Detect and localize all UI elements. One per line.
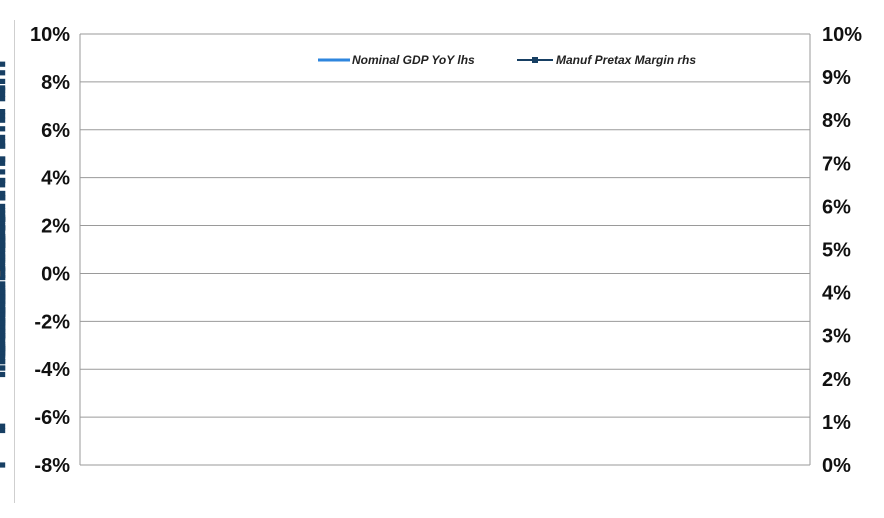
left-tick-label: 8% xyxy=(41,72,70,94)
data-point-manuf-margin xyxy=(0,281,5,286)
right-tick-label: 8% xyxy=(822,110,851,132)
data-point-manuf-margin xyxy=(0,85,5,90)
data-point-manuf-margin xyxy=(0,135,5,140)
series-layer xyxy=(0,34,5,468)
data-point-manuf-margin xyxy=(0,462,5,467)
left-tick-label: 6% xyxy=(41,120,70,142)
right-tick-label: 5% xyxy=(822,240,851,262)
data-point-manuf-margin xyxy=(0,178,5,183)
left-tick-label: -6% xyxy=(34,407,70,429)
data-point-manuf-margin xyxy=(0,346,5,351)
right-tick-label: 0% xyxy=(822,455,851,477)
data-point-manuf-margin xyxy=(0,238,5,243)
right-tick-label: 1% xyxy=(822,412,851,434)
data-point-manuf-margin xyxy=(0,260,5,265)
data-point-manuf-margin xyxy=(0,70,5,75)
data-point-manuf-margin xyxy=(0,92,5,97)
data-point-manuf-margin xyxy=(0,253,5,258)
data-point-manuf-margin xyxy=(0,62,5,67)
left-tick-label: 0% xyxy=(41,263,70,285)
data-point-manuf-margin xyxy=(0,79,5,84)
data-point-manuf-margin xyxy=(0,126,5,131)
right-tick-label: 7% xyxy=(822,153,851,175)
left-tick-label: -8% xyxy=(34,455,70,477)
data-point-manuf-margin xyxy=(0,320,5,325)
data-point-manuf-margin xyxy=(0,195,5,200)
right-tick-label: 3% xyxy=(822,326,851,348)
legend-label-manuf-margin: Manuf Pretax Margin rhs xyxy=(556,53,696,67)
data-point-manuf-margin xyxy=(0,329,5,334)
data-point-manuf-margin xyxy=(0,144,5,149)
data-point-manuf-margin xyxy=(0,424,5,429)
data-point-manuf-margin xyxy=(0,273,5,278)
data-point-manuf-margin xyxy=(0,294,5,299)
legend-label-nominal-gdp: Nominal GDP YoY lhs xyxy=(352,53,475,67)
left-tick-label: -4% xyxy=(34,359,70,381)
data-point-manuf-margin xyxy=(0,169,5,174)
data-point-manuf-margin xyxy=(0,204,5,209)
right-tick-label: 2% xyxy=(822,369,851,391)
right-tick-label: 9% xyxy=(822,67,851,89)
data-point-manuf-margin xyxy=(0,303,5,308)
left-axis-tick-labels: -8% -6% -4% -2% 0% 2% 4% 6% 8% 10% xyxy=(30,24,70,477)
data-point-manuf-margin xyxy=(0,217,5,222)
left-tick-label: 10% xyxy=(30,24,70,46)
right-tick-label: 6% xyxy=(822,196,851,218)
left-tick-label: -2% xyxy=(34,311,70,333)
right-axis-tick-labels: 0% 1% 2% 3% 4% 5% 6% 7% 8% 9% 10% xyxy=(822,24,862,477)
data-point-manuf-margin xyxy=(0,118,5,123)
plot-area xyxy=(80,34,810,465)
data-point-manuf-margin xyxy=(0,156,5,161)
data-point-manuf-margin xyxy=(0,355,5,360)
data-point-manuf-margin xyxy=(0,365,5,370)
left-tick-label: 4% xyxy=(41,168,70,190)
data-point-manuf-margin xyxy=(0,225,5,230)
left-tick-label: 2% xyxy=(41,216,70,238)
right-tick-label: 10% xyxy=(822,24,862,46)
legend-marker-manuf-margin xyxy=(532,57,538,63)
right-tick-label: 4% xyxy=(822,283,851,305)
data-point-manuf-margin xyxy=(0,372,5,377)
